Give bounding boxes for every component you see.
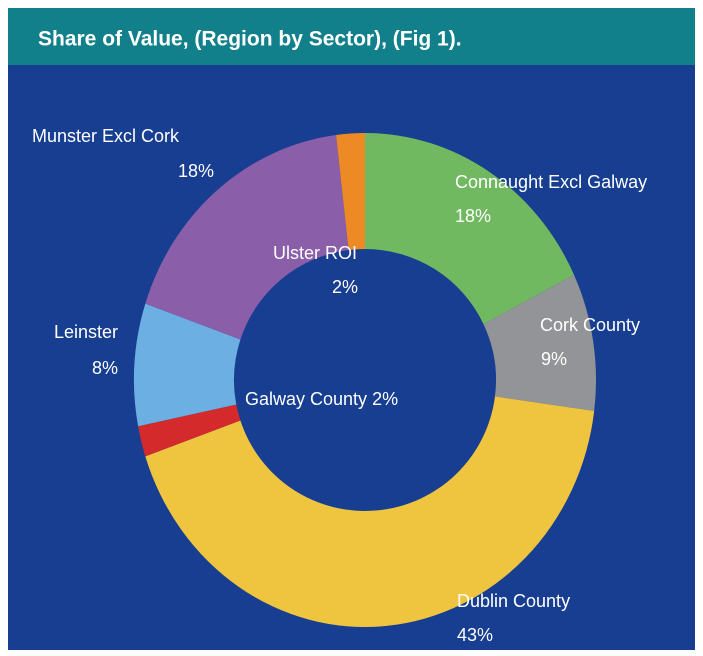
slice-value-label: 43% (457, 625, 493, 645)
slice-label: Leinster (54, 322, 118, 342)
slice-label: Dublin County (457, 591, 570, 611)
slice-value-label: 2% (332, 277, 358, 297)
slice-label: Cork County (540, 315, 640, 335)
donut-slice (138, 404, 241, 457)
donut-slice (133, 303, 241, 427)
header-bar (8, 8, 695, 65)
slice-value-label: 8% (92, 358, 118, 378)
slice-label: Munster Excl Cork (32, 126, 180, 146)
slice-value-label: 9% (541, 349, 567, 369)
donut-slice (336, 133, 365, 251)
slice-label: Galway County (245, 389, 367, 409)
chart-title: Share of Value, (Region by Sector), (Fig… (38, 28, 462, 51)
slice-label: Connaught Excl Galway (455, 172, 647, 192)
donut-slice (365, 133, 575, 325)
slice-label: Ulster ROI (273, 243, 357, 263)
donut-slice (483, 274, 596, 411)
slice-value-label: 18% (455, 206, 491, 226)
slice-value-label: 2% (372, 389, 398, 409)
slice-value-label: 18% (178, 161, 214, 181)
donut-slice (145, 134, 349, 340)
donut-slice (145, 396, 595, 628)
